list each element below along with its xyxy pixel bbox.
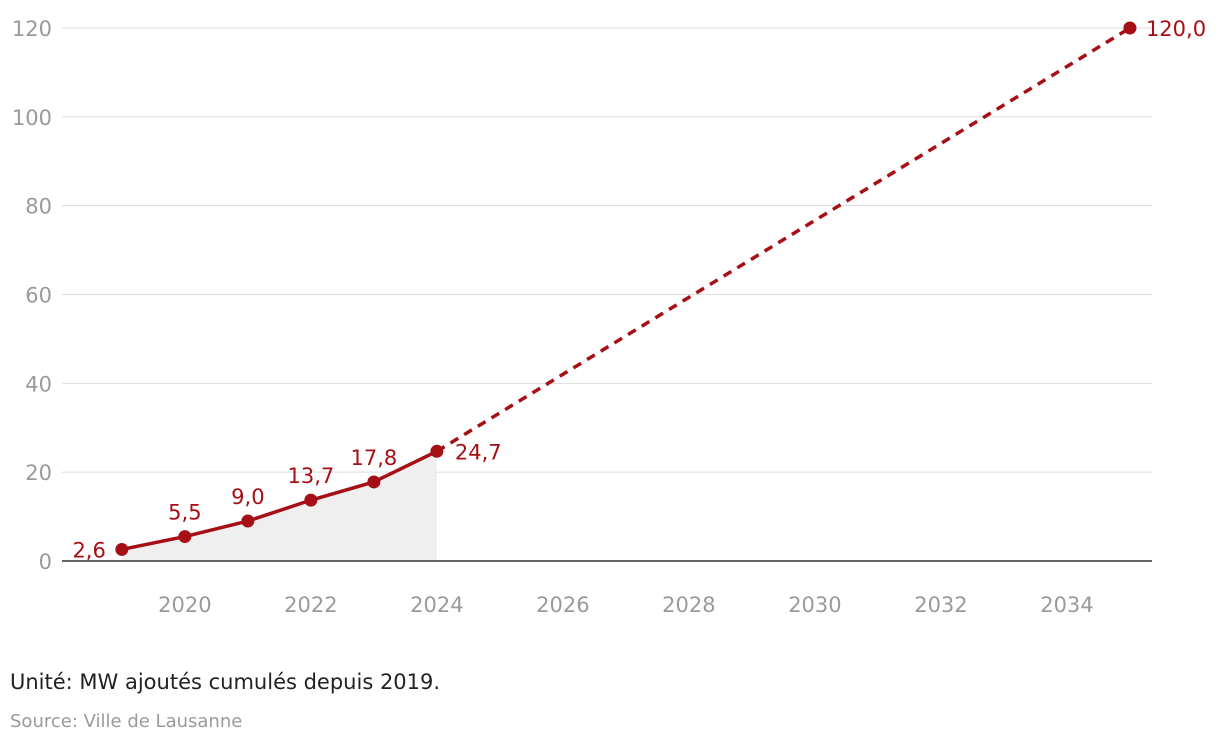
series-lines (121, 26, 1131, 552)
data-label: 24,7 (455, 440, 502, 464)
data-points (115, 21, 1137, 556)
unit-note: Unité: MW ajoutés cumulés depuis 2019. (10, 670, 441, 694)
data-label: 17,8 (350, 446, 397, 470)
data-labels: 2,6 5,5 9,0 13,7 17,8 24,7 120,0 (72, 17, 1206, 562)
x-tick-label: 2034 (1040, 593, 1093, 617)
y-tick-label: 40 (25, 372, 52, 396)
gridlines (62, 27, 1152, 473)
y-axis-ticks: 0 20 40 60 80 100 120 (12, 17, 52, 574)
data-point (241, 514, 255, 528)
line-chart: 0 20 40 60 80 100 120 2020 2022 2024 2026 2028 2030… (12, 17, 1206, 617)
x-tick-label: 2022 (284, 593, 337, 617)
actual-line (121, 449, 438, 552)
data-point (115, 542, 129, 556)
data-label: 2,6 (72, 538, 105, 562)
x-tick-label: 2026 (536, 593, 589, 617)
data-label: 5,5 (168, 501, 201, 525)
y-tick-label: 120 (12, 17, 52, 41)
data-label: 13,7 (287, 464, 334, 488)
y-tick-label: 80 (25, 195, 52, 219)
y-tick-label: 100 (12, 106, 52, 130)
data-point (367, 475, 381, 489)
x-tick-label: 2020 (158, 593, 211, 617)
data-point (1123, 21, 1137, 35)
source-note: Source: Ville de Lausanne (10, 711, 243, 732)
data-point (304, 493, 318, 507)
data-label: 120,0 (1146, 17, 1206, 41)
y-tick-label: 0 (39, 550, 52, 574)
x-tick-label: 2028 (662, 593, 715, 617)
data-point (430, 444, 444, 458)
x-tick-label: 2030 (788, 593, 841, 617)
projection-line (435, 26, 1131, 453)
x-tick-label: 2024 (410, 593, 463, 617)
x-axis-ticks: 2020 2022 2024 2026 2028 2030 2032 2034 (158, 593, 1094, 617)
data-point (178, 530, 192, 544)
data-label: 9,0 (231, 485, 264, 509)
x-tick-label: 2032 (914, 593, 967, 617)
y-tick-label: 60 (25, 284, 52, 308)
y-tick-label: 20 (25, 461, 52, 485)
